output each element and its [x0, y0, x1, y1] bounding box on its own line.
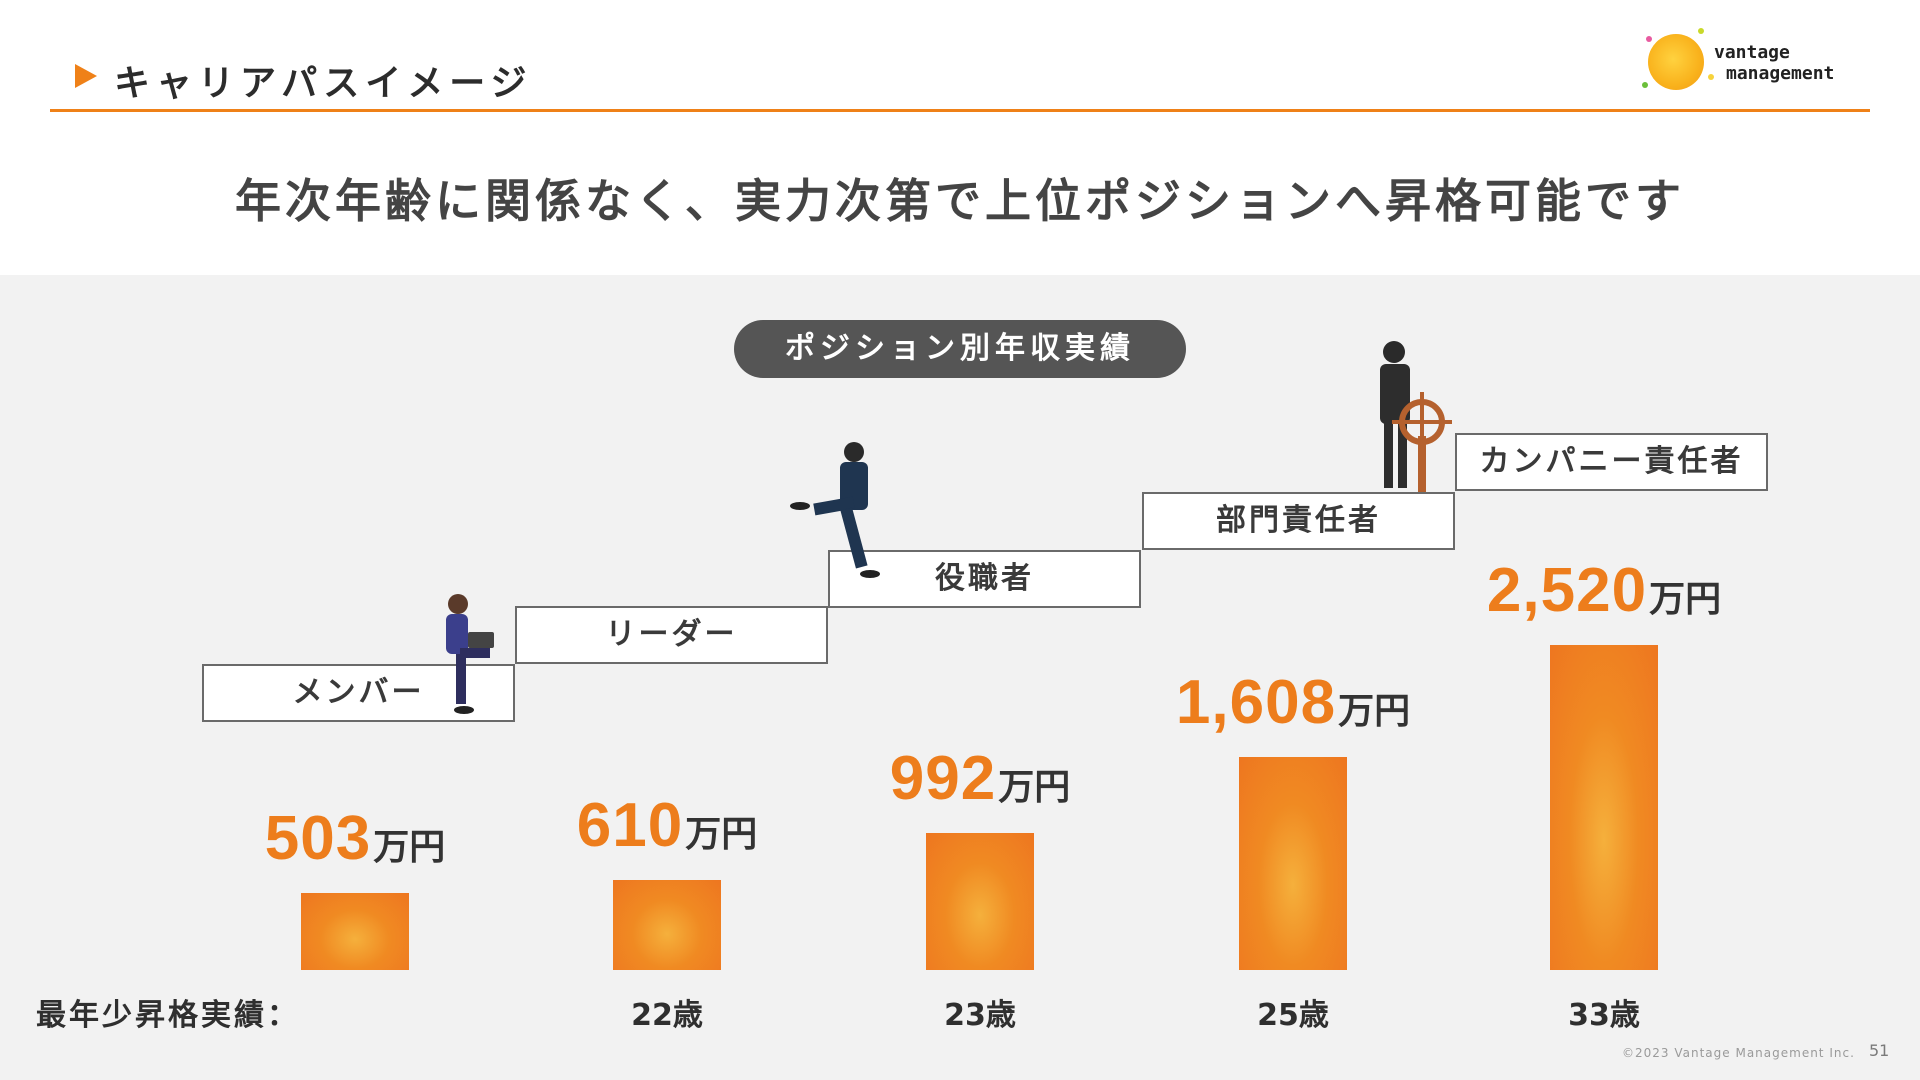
captain-wheel-businessman-icon — [1380, 341, 1452, 492]
company-logo: vantage management — [1640, 22, 1850, 102]
salary-value-label-3: 992万円 — [830, 743, 1130, 814]
logo-dot-icon — [1642, 82, 1648, 88]
logo-dot-icon — [1646, 36, 1652, 42]
position-step-3: 役職者 — [828, 550, 1141, 608]
salary-bar-4 — [1239, 757, 1347, 970]
min-promotion-age-3: 23歳 — [944, 998, 1016, 1033]
salary-number: 1,608 — [1175, 668, 1337, 737]
salary-number: 610 — [576, 791, 684, 860]
salary-number: 503 — [264, 804, 372, 873]
position-step-4: 部門責任者 — [1142, 492, 1455, 550]
position-step-2: リーダー — [515, 606, 828, 664]
salary-bar-1 — [301, 893, 409, 970]
salary-number: 2,520 — [1486, 556, 1648, 625]
chart-title-pill: ポジション別年収実績 — [734, 320, 1186, 378]
salary-unit: 万円 — [1338, 691, 1411, 732]
logo-dot-icon — [1708, 74, 1714, 80]
salary-bar-5 — [1550, 645, 1658, 970]
salary-value-label-2: 610万円 — [517, 790, 817, 861]
min-promotion-age-2: 22歳 — [631, 998, 703, 1033]
min-promotion-age-5: 33歳 — [1568, 998, 1640, 1033]
logo-dot-icon — [1698, 28, 1704, 34]
position-step-5: カンパニー責任者 — [1455, 433, 1768, 491]
salary-bar-2 — [613, 880, 721, 970]
salary-unit: 万円 — [685, 814, 758, 855]
page-number: 51 — [1869, 1041, 1890, 1060]
logo-wordmark: vantage management — [1714, 42, 1834, 84]
age-row-label: 最年少昇格実績： — [36, 998, 300, 1033]
salary-value-label-1: 503万円 — [205, 803, 505, 874]
min-promotion-age-4: 25歳 — [1257, 998, 1329, 1033]
sitting-woman-laptop-icon — [446, 594, 494, 714]
sun-logo-icon — [1648, 34, 1704, 90]
salary-value-label-4: 1,608万円 — [1143, 667, 1443, 738]
salary-unit: 万円 — [1649, 579, 1722, 620]
logo-line-1: vantage — [1714, 42, 1790, 63]
copyright-text: ©2023 Vantage Management Inc. — [1622, 1046, 1855, 1060]
header-divider — [50, 109, 1870, 112]
salary-number: 992 — [889, 744, 997, 813]
salary-value-label-5: 2,520万円 — [1454, 555, 1754, 626]
salary-unit: 万円 — [998, 767, 1071, 808]
section-title: キャリアパスイメージ — [114, 63, 533, 104]
salary-bar-3 — [926, 833, 1034, 970]
running-businessman-icon — [790, 442, 880, 578]
section-marker-icon — [75, 64, 97, 88]
slide-subtitle: 年次年齢に関係なく、実力次第で上位ポジションへ昇格可能です — [235, 174, 1685, 228]
logo-line-2: management — [1726, 63, 1835, 84]
salary-unit: 万円 — [373, 827, 446, 868]
slide-header: キャリアパスイメージ vantage management 年次年齢に関係なく、… — [0, 0, 1920, 275]
